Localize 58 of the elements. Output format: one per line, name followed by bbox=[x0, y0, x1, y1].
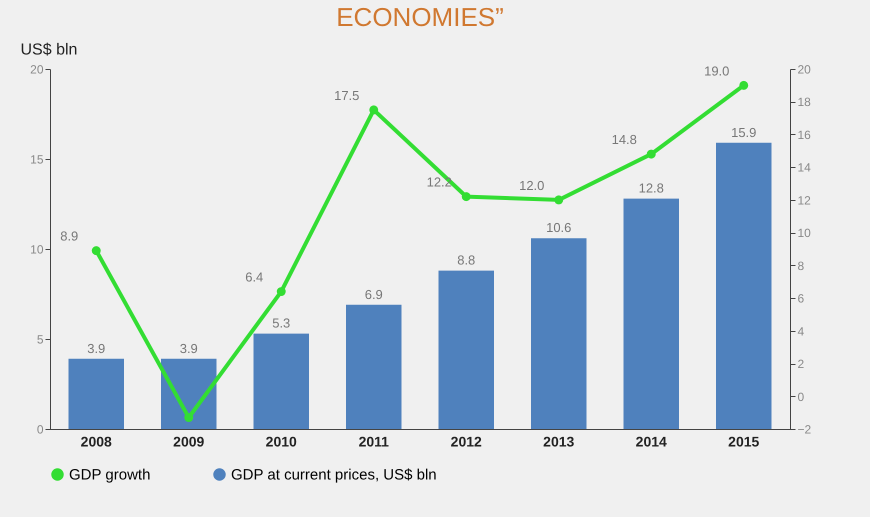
y2-tick-label: 4 bbox=[798, 324, 804, 338]
data-label: 3.9 bbox=[87, 340, 106, 356]
y2-tick-label: 6 bbox=[798, 292, 804, 306]
data-label: 17.5 bbox=[334, 88, 360, 103]
point bbox=[462, 192, 471, 202]
point bbox=[739, 80, 748, 90]
point bbox=[554, 195, 564, 204]
x-tick-label: 2008 bbox=[80, 434, 112, 450]
data-label: 3.9 bbox=[180, 340, 198, 356]
y2-tick-label: 8 bbox=[798, 258, 804, 273]
data-label: 10.6 bbox=[546, 220, 572, 236]
y2-tick-label: 14 bbox=[798, 160, 812, 175]
legend-label: GDP at current prices, US$ bln bbox=[231, 466, 437, 484]
bar bbox=[624, 198, 679, 429]
y2-tick-label: 16 bbox=[798, 128, 812, 142]
bar bbox=[254, 334, 309, 429]
x-tick-label: 2015 bbox=[728, 434, 760, 450]
y-axis-title: US$ bln bbox=[20, 42, 78, 58]
y2-tick-label: 10 bbox=[798, 226, 812, 240]
data-label: 12.8 bbox=[638, 180, 664, 196]
data-label: 14.8 bbox=[612, 132, 637, 148]
y2-tick-label: −2 bbox=[798, 422, 812, 436]
y2-tick-label: 18 bbox=[798, 95, 812, 110]
y-tick-label: 20 bbox=[30, 62, 44, 76]
data-label: 12.0 bbox=[519, 178, 544, 193]
point bbox=[92, 246, 101, 256]
x-tick-label: 2012 bbox=[450, 434, 482, 450]
x-tick-label: 2014 bbox=[636, 434, 668, 450]
legend-label: GDP growth bbox=[69, 466, 150, 484]
point bbox=[276, 287, 286, 296]
point bbox=[184, 413, 194, 422]
x-tick-label: 2010 bbox=[266, 434, 298, 450]
point bbox=[369, 105, 378, 114]
y-tick-label: 10 bbox=[30, 242, 44, 256]
bar bbox=[346, 304, 402, 429]
x-tick-label: 2011 bbox=[358, 434, 390, 450]
y2-tick-label: 12 bbox=[798, 193, 812, 208]
data-label: 8.8 bbox=[457, 252, 476, 268]
data-label: 15.9 bbox=[731, 124, 756, 140]
chart-title: ECONOMIES” bbox=[336, 2, 504, 32]
data-label: 5.3 bbox=[272, 316, 290, 331]
bar bbox=[438, 270, 494, 429]
y2-tick-label: 2 bbox=[798, 357, 804, 372]
data-label: 6.9 bbox=[364, 286, 383, 302]
y-tick-label: 0 bbox=[36, 422, 44, 436]
bar bbox=[716, 142, 772, 429]
data-label: 19.0 bbox=[704, 63, 730, 78]
data-label: 6.4 bbox=[245, 270, 264, 285]
y2-tick-label: 0 bbox=[798, 390, 804, 404]
y-tick-label: 15 bbox=[30, 152, 44, 166]
data-label: 8.9 bbox=[60, 228, 78, 244]
point bbox=[646, 150, 656, 159]
y-tick-label: 5 bbox=[36, 332, 44, 346]
x-tick-label: 2009 bbox=[173, 434, 205, 450]
bar bbox=[531, 238, 586, 429]
bar bbox=[68, 358, 124, 429]
x-tick-label: 2013 bbox=[543, 434, 575, 450]
y2-tick-label: 20 bbox=[798, 62, 812, 76]
